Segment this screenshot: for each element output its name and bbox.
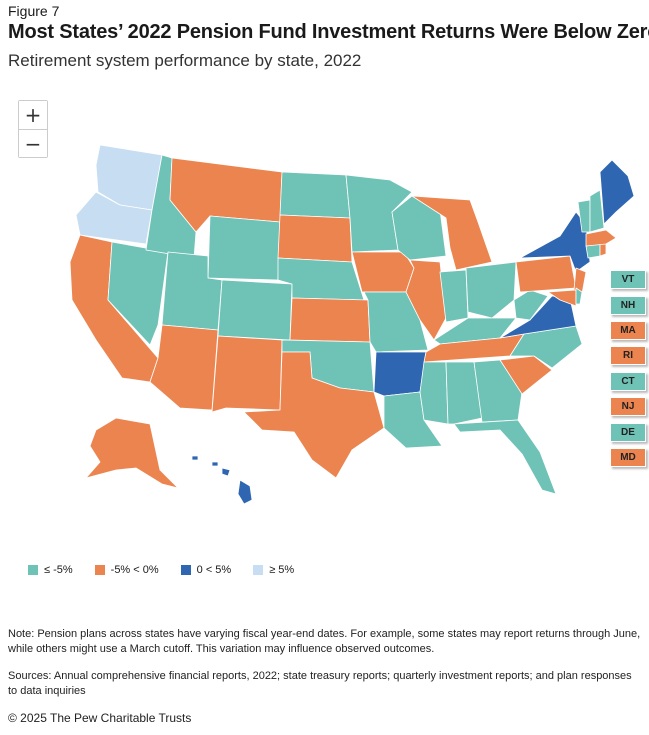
state-WY[interactable] [207,215,281,281]
zoom-out-button[interactable]: − [19,129,47,157]
state-RI[interactable] [599,243,607,257]
state-SC[interactable] [499,355,553,395]
legend-item-le-neg5[interactable]: ≤ -5% [28,564,73,576]
state-box-nj[interactable]: NJ [610,397,646,416]
state-MS[interactable] [419,361,449,425]
state-ME[interactable] [599,159,635,225]
legend-item-0-5[interactable]: 0 < 5% [180,564,232,576]
state-OH[interactable] [465,261,517,319]
legend-label: -5% < 0% [110,564,159,576]
page-title: Most States’ 2022 Pension Fund Investmen… [8,21,649,43]
legend-label: ≤ -5% [44,564,73,576]
us-map [69,144,635,505]
state-NH[interactable] [589,189,605,233]
state-MA[interactable] [585,229,617,247]
state-HI-islands-3 [191,455,199,461]
legend-item-neg5-0[interactable]: -5% < 0% [94,564,159,576]
state-TX[interactable] [243,351,385,479]
state-box-md[interactable]: MD [610,448,646,467]
state-IL[interactable] [405,259,447,341]
state-MI[interactable] [411,195,493,271]
state-AL[interactable] [445,361,483,425]
state-box-ct[interactable]: CT [610,372,646,391]
state-HI-islands-2 [221,467,231,477]
state-box-ma[interactable]: MA [610,321,646,340]
state-PA[interactable] [515,255,577,293]
legend-swatch [180,565,191,575]
legend-swatch [253,565,264,575]
state-box-vt[interactable]: VT [610,270,646,289]
state-AZ[interactable] [149,324,219,411]
legend-swatch [28,565,38,575]
footnote: Note: Pension plans across states have v… [8,628,641,655]
legend-label: 0 < 5% [196,564,232,576]
state-SD[interactable] [277,214,353,263]
state-FL[interactable] [453,419,557,495]
zoom-in-button[interactable]: + [19,101,47,129]
legend-swatch [94,565,105,575]
page-subtitle: Retirement system performance by state, … [8,51,362,70]
state-box-nh[interactable]: NH [610,296,646,315]
state-HI-islands [211,461,219,467]
state-IA[interactable] [351,251,415,293]
state-box-ri[interactable]: RI [610,346,646,365]
state-NM[interactable] [211,335,283,413]
copyright: © 2025 The Pew Charitable Trusts [8,711,192,725]
legend-label: ≥ 5% [269,564,295,576]
state-MD[interactable] [547,289,577,307]
state-OR[interactable] [75,191,153,245]
state-AK[interactable] [85,417,179,489]
state-CO[interactable] [217,279,293,341]
figure-label: Figure 7 [8,3,60,19]
state-DE[interactable] [575,287,583,305]
state-AR[interactable] [373,351,427,397]
state-KS[interactable] [289,297,371,343]
map-legend: ≤ -5% -5% < 0% 0 < 5% ≥ 5% [28,564,294,576]
state-box-de[interactable]: DE [610,423,646,442]
sources: Sources: Annual comprehensive financial … [8,670,632,697]
state-ND[interactable] [279,171,351,219]
legend-item-ge-5[interactable]: ≥ 5% [253,564,294,576]
state-HI-main[interactable] [237,479,253,505]
zoom-control: + − [18,100,48,158]
